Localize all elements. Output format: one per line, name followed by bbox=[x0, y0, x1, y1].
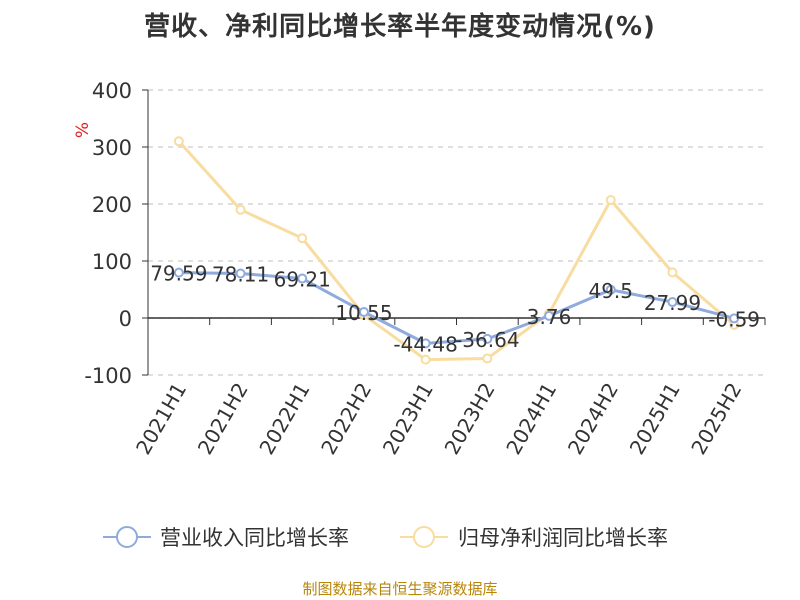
source-note: 制图数据来自恒生聚源数据库 bbox=[302, 580, 498, 598]
data-point-0 bbox=[667, 297, 678, 308]
data-label: 79.59 bbox=[150, 262, 207, 286]
y-tick-label: 400 bbox=[92, 79, 132, 103]
data-point-0 bbox=[420, 338, 431, 349]
data-point-0 bbox=[605, 284, 616, 295]
x-tick-label: 2023H1 bbox=[378, 379, 438, 459]
data-point-0 bbox=[544, 310, 555, 321]
legend-marker-0 bbox=[116, 526, 138, 548]
data-point-1 bbox=[605, 195, 616, 206]
data-label: 3.76 bbox=[527, 305, 572, 329]
data-label: 49.5 bbox=[588, 279, 633, 303]
data-point-1 bbox=[420, 354, 431, 365]
legend-label-0: 营业收入同比增长率 bbox=[160, 526, 349, 550]
data-point-1 bbox=[173, 136, 184, 147]
x-tick-label: 2024H2 bbox=[563, 379, 623, 459]
x-tick-label: 2022H1 bbox=[254, 379, 314, 459]
data-point-1 bbox=[667, 267, 678, 278]
data-point-1 bbox=[235, 204, 246, 215]
data-point-0 bbox=[173, 267, 184, 278]
data-label: 27.99 bbox=[644, 291, 701, 315]
data-label: 69.21 bbox=[274, 268, 331, 292]
x-tick-label: 2022H2 bbox=[316, 379, 376, 459]
y-tick-label: 300 bbox=[92, 136, 132, 160]
x-tick-label: 2025H1 bbox=[625, 379, 685, 459]
data-point-0 bbox=[729, 313, 740, 324]
data-point-0 bbox=[358, 306, 369, 317]
x-tick-label: 2021H1 bbox=[131, 379, 191, 459]
series-line-0 bbox=[178, 271, 735, 345]
legend-marker-1 bbox=[413, 526, 435, 548]
data-point-0 bbox=[235, 268, 246, 279]
data-label: -0.59 bbox=[708, 307, 760, 331]
y-tick-label: 100 bbox=[92, 250, 132, 274]
data-label: 10.55 bbox=[335, 301, 392, 325]
x-tick-label: 2021H2 bbox=[193, 379, 253, 459]
data-label: 78.11 bbox=[212, 262, 269, 286]
x-tick-label: 2024H1 bbox=[501, 379, 561, 459]
y-axis-unit-label: % bbox=[73, 122, 93, 138]
data-point-0 bbox=[297, 273, 308, 284]
legend-label-1: 归母净利润同比增长率 bbox=[458, 526, 668, 550]
data-label: -44.48 bbox=[393, 332, 457, 356]
y-tick-label: -100 bbox=[84, 364, 132, 388]
data-point-0 bbox=[482, 333, 493, 344]
y-tick-label: 0 bbox=[119, 307, 132, 331]
data-point-1 bbox=[482, 353, 493, 364]
x-tick-label: 2023H2 bbox=[440, 378, 500, 458]
data-label: -36.64 bbox=[455, 328, 519, 352]
y-tick-label: 200 bbox=[92, 193, 132, 217]
series-line-1 bbox=[177, 140, 736, 362]
chart-title: 营收、净利同比增长率半年度变动情况(%) bbox=[144, 12, 656, 42]
x-tick-label: 2025H2 bbox=[686, 379, 746, 459]
data-point-1 bbox=[297, 233, 308, 244]
